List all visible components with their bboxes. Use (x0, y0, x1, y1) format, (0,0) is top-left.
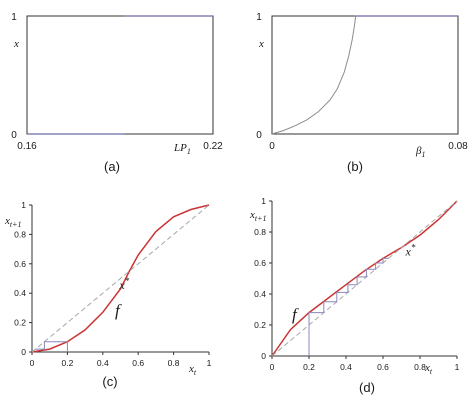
y-tick-label: 0 (256, 130, 262, 141)
fixed-point-label: x* (405, 243, 416, 259)
panel-caption: (a) (104, 159, 120, 174)
cobweb-path (35, 341, 68, 352)
x-axis-label-sub: 1 (421, 150, 425, 159)
y-tick-label: 1 (11, 12, 17, 23)
y-tick-label: 0.6 (14, 259, 26, 269)
y-axis-label-main: x (13, 38, 19, 50)
x-axis-label-sub: t (430, 367, 433, 376)
y-tick-label: 1 (21, 200, 26, 210)
x-tick-label: 0.6 (132, 358, 144, 368)
x-axis-label: xt (424, 362, 433, 376)
plot-frame (271, 15, 459, 135)
map-f-label: f (292, 305, 299, 324)
series-line (271, 15, 458, 135)
x-axis-label-main: x (424, 362, 430, 374)
x-tick-label: 1 (207, 358, 212, 368)
y-axis-label-main: x (249, 209, 255, 221)
y-axis-label-sub: t+1 (255, 214, 267, 223)
y-tick-label: 0.4 (14, 288, 26, 298)
y-axis-label-main: x (4, 215, 10, 227)
x-axis-label: LP1 (173, 142, 191, 156)
x-tick-label: 0.08 (448, 141, 468, 152)
diagonal-line (271, 200, 458, 357)
y-tick-label: 0.8 (14, 229, 26, 239)
y-axis-label: x (258, 38, 264, 50)
x-axis-label: β1 (415, 145, 425, 159)
panel-caption: (d) (359, 380, 375, 395)
y-tick-label: 0.6 (254, 258, 266, 268)
x-tick-label: 0 (269, 141, 275, 152)
cobweb-path (308, 257, 389, 356)
x-tick-label: 0.6 (377, 362, 389, 372)
x-tick-label: 0.16 (17, 141, 37, 152)
y-tick-label: 0 (261, 351, 266, 361)
x-axis-label-sub: t (194, 368, 197, 377)
y-axis-label: x (13, 38, 19, 50)
y-tick-label: 0 (11, 130, 17, 141)
y-axis-label: xt+1 (4, 215, 22, 229)
y-tick-label: 0.4 (254, 289, 266, 299)
fixed-point-label-main: x (405, 245, 412, 259)
x-tick-label: 0 (30, 358, 35, 368)
plot-frame (26, 15, 214, 135)
y-axis-label-sub: t+1 (10, 220, 22, 229)
fixed-point-label-sup: * (411, 243, 416, 253)
x-tick-label: 0 (270, 362, 275, 372)
x-tick-label: 0.2 (303, 362, 315, 372)
fixed-point-label-sup: * (125, 276, 130, 286)
map-f-curve (31, 204, 210, 353)
x-axis-label-main: β (415, 145, 422, 157)
y-tick-label: 0 (21, 347, 26, 357)
x-tick-label: 1 (455, 362, 460, 372)
x-axis-label: xt (188, 363, 197, 377)
x-tick-label: 0.8 (414, 362, 426, 372)
x-tick-label: 0.4 (97, 358, 109, 368)
y-tick-label: 1 (256, 12, 262, 23)
x-axis-label-sub: 1 (187, 147, 191, 156)
x-tick-label: 0.2 (61, 358, 73, 368)
x-tick-label: 0.8 (168, 358, 180, 368)
y-axis-label: xt+1 (249, 209, 267, 223)
x-axis-label-main: LP (173, 142, 187, 154)
fixed-point-label: x* (118, 276, 129, 292)
y-tick-label: 0.2 (254, 320, 266, 330)
x-axis-label-main: x (188, 363, 194, 375)
map-f-curve (271, 200, 458, 357)
x-tick-label: 0.22 (203, 141, 223, 152)
y-tick-label: 1 (261, 196, 266, 206)
x-tick-label: 0.4 (340, 362, 352, 372)
y-tick-label: 0.8 (254, 227, 266, 237)
panel-caption: (c) (102, 374, 117, 389)
y-axis-label-main: x (258, 38, 264, 50)
panel-caption: (b) (347, 159, 363, 174)
diagonal-line (31, 204, 210, 353)
fixed-point-label-main: x (118, 278, 125, 292)
map-f-label: f (115, 301, 122, 320)
y-tick-label: 0.2 (14, 318, 26, 328)
